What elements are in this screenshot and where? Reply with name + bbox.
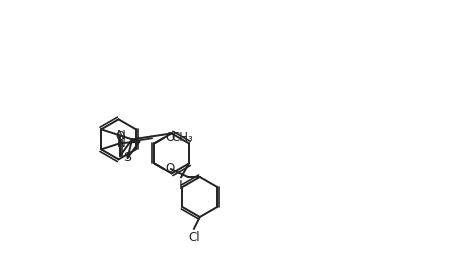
Text: O: O [165,132,174,144]
Text: O: O [115,130,125,143]
Text: Cl: Cl [188,231,199,244]
Text: CH₃: CH₃ [171,132,193,144]
Text: O: O [165,163,174,175]
Text: I: I [178,179,182,192]
Text: N: N [117,137,125,150]
Text: S: S [122,151,130,164]
Text: N: N [117,129,125,142]
